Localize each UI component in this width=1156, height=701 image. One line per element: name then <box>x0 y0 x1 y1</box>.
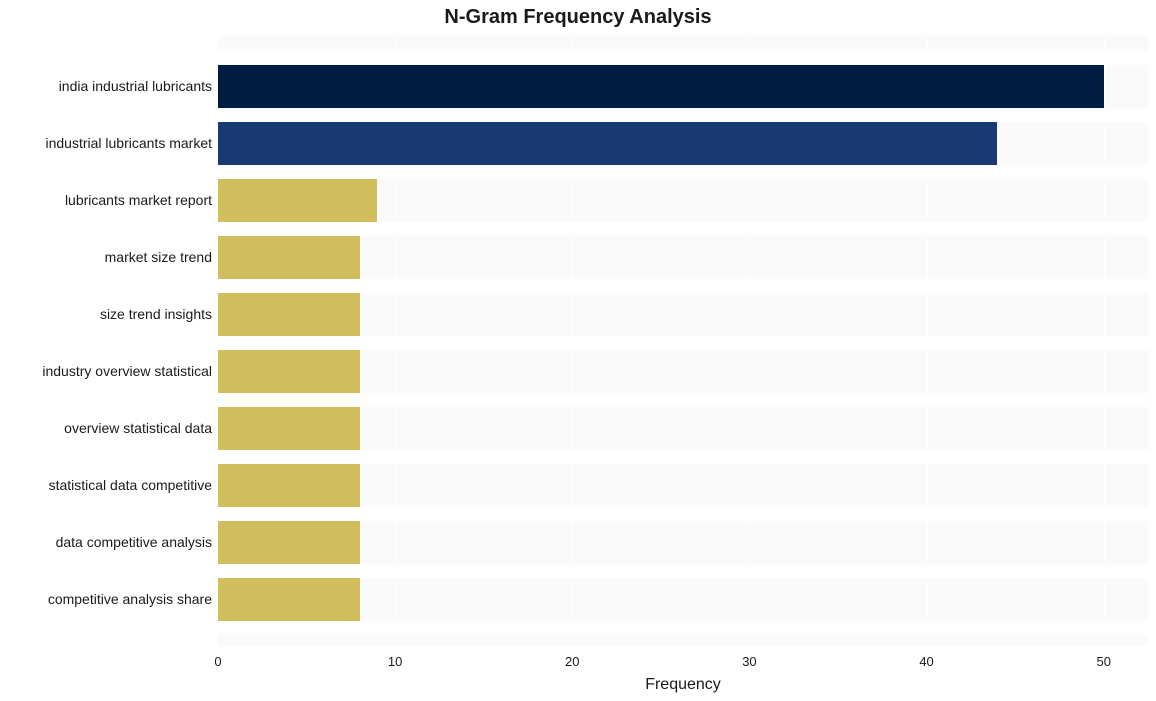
plot-area <box>218 36 1148 646</box>
y-tick-label: industrial lubricants market <box>0 135 212 151</box>
y-tick-label: india industrial lubricants <box>0 78 212 94</box>
bar <box>218 521 360 564</box>
x-tick-label: 50 <box>1096 654 1110 669</box>
bar <box>218 122 997 165</box>
bar <box>218 350 360 393</box>
row-gap <box>218 393 1148 407</box>
y-tick-label: industry overview statistical <box>0 363 212 379</box>
x-tick-label: 10 <box>388 654 402 669</box>
y-tick-label: competitive analysis share <box>0 591 212 607</box>
y-tick-label: data competitive analysis <box>0 534 212 550</box>
y-tick-label: overview statistical data <box>0 420 212 436</box>
row-gap <box>218 51 1148 65</box>
row-gap <box>218 564 1148 578</box>
bar <box>218 236 360 279</box>
bar <box>218 293 360 336</box>
x-tick-label: 30 <box>742 654 756 669</box>
chart-container: N-Gram Frequency Analysis Frequency indi… <box>0 0 1156 701</box>
row-gap <box>218 279 1148 293</box>
row-gap <box>218 507 1148 521</box>
y-tick-label: lubricants market report <box>0 192 212 208</box>
x-tick-label: 0 <box>214 654 221 669</box>
row-gap <box>218 108 1148 122</box>
row-gap <box>218 336 1148 350</box>
x-tick-label: 20 <box>565 654 579 669</box>
row-gap <box>218 621 1148 635</box>
bar <box>218 179 377 222</box>
bar <box>218 464 360 507</box>
x-tick-label: 40 <box>919 654 933 669</box>
bar <box>218 65 1104 108</box>
y-tick-label: statistical data competitive <box>0 477 212 493</box>
bar <box>218 578 360 621</box>
x-axis-label: Frequency <box>218 676 1148 694</box>
row-gap <box>218 450 1148 464</box>
row-gap <box>218 222 1148 236</box>
y-tick-label: market size trend <box>0 249 212 265</box>
chart-title: N-Gram Frequency Analysis <box>0 6 1156 29</box>
row-gap <box>218 165 1148 179</box>
bar <box>218 407 360 450</box>
y-tick-label: size trend insights <box>0 306 212 322</box>
